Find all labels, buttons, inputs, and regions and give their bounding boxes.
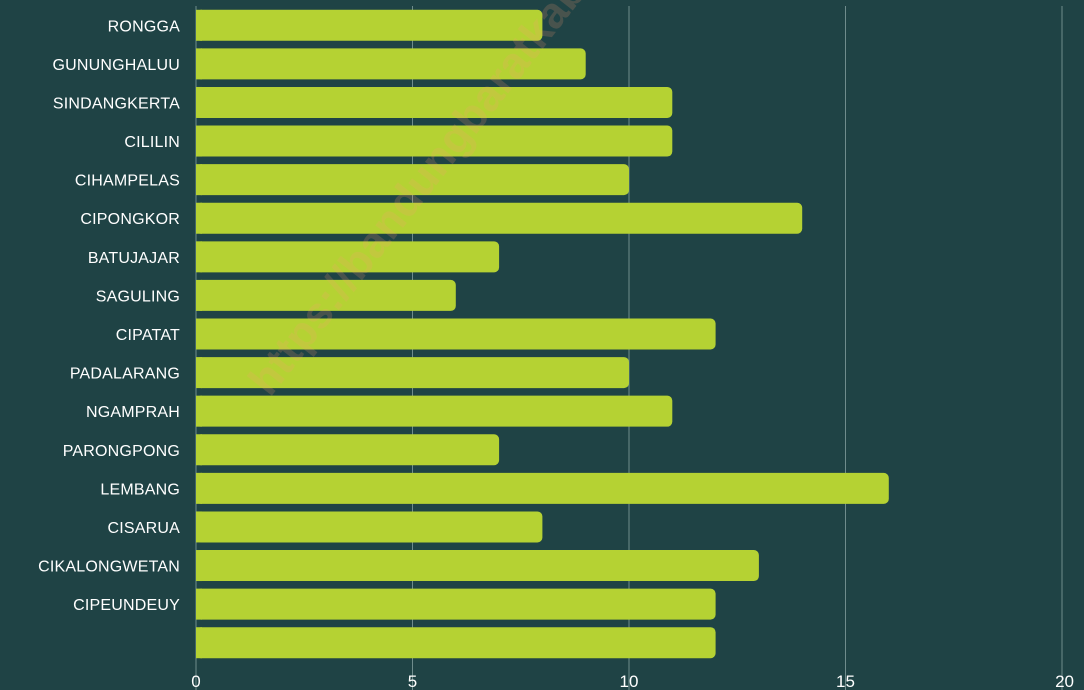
bar-base <box>196 318 202 350</box>
category-label: RONGGA <box>108 18 180 35</box>
bar-base <box>196 202 202 234</box>
category-label: BATUJAJAR <box>88 250 180 267</box>
bar-cipongkor <box>196 202 803 234</box>
bar-saguling <box>196 279 456 311</box>
bar-cililin <box>196 125 673 157</box>
bar-rongga <box>196 9 543 41</box>
x-tick-label: 10 <box>620 672 639 690</box>
x-tick-labels: 0 5 10 15 20 <box>191 672 1074 690</box>
category-label: CILILIN <box>124 134 180 151</box>
category-label: LEMBANG <box>100 481 180 498</box>
category-label: SINDANGKERTA <box>53 95 180 112</box>
category-label: CIPONGKOR <box>80 211 180 228</box>
bar-base <box>196 86 202 118</box>
bar-gununghaluu <box>196 48 586 80</box>
bar-batujajar <box>196 241 500 273</box>
category-label: PARONGPONG <box>63 443 180 460</box>
x-tick-label: 15 <box>836 672 855 690</box>
bar-base <box>196 434 202 466</box>
category-labels: RONGGA GUNUNGHALUU SINDANGKERTA CILILIN CIHA… <box>38 18 180 614</box>
category-label: CIHAMPELAS <box>75 173 180 190</box>
bar-base <box>196 279 202 311</box>
bar-parongpong <box>196 434 500 466</box>
bar-base <box>196 627 202 659</box>
bar-base <box>196 9 202 41</box>
bars <box>196 9 889 659</box>
category-label: CIPATAT <box>116 327 180 344</box>
bar-cikalongwetan <box>196 550 759 582</box>
x-tick-label: 20 <box>1055 672 1074 690</box>
bar-base <box>196 472 202 504</box>
bar-base <box>196 588 202 620</box>
bar-ngamprah <box>196 395 673 427</box>
category-label: CISARUA <box>107 520 180 537</box>
bar-padalarang <box>196 357 629 389</box>
bar-cisarua <box>196 511 543 543</box>
x-tick-label: 0 <box>191 672 200 690</box>
bar-base <box>196 164 202 196</box>
x-tick-label: 5 <box>408 672 417 690</box>
bar-base <box>196 357 202 389</box>
bar-base <box>196 550 202 582</box>
category-label: CIKALONGWETAN <box>38 559 180 576</box>
bar-base <box>196 125 202 157</box>
bar-base <box>196 241 202 273</box>
bar-base <box>196 48 202 80</box>
category-label: NGAMPRAH <box>86 404 180 421</box>
bar-cipeundeuy <box>196 588 716 620</box>
category-label: SAGULING <box>96 288 180 305</box>
bar-cipatat <box>196 318 716 350</box>
bar-base <box>196 511 202 543</box>
bar-unlabeled <box>196 627 716 659</box>
category-label: CIPEUNDEUY <box>73 597 180 614</box>
category-label: GUNUNGHALUU <box>52 57 180 74</box>
bar-base <box>196 395 202 427</box>
bar-lembang <box>196 472 889 504</box>
bar-cihampelas <box>196 164 629 196</box>
bar-sindangkerta <box>196 86 673 118</box>
category-label: PADALARANG <box>70 366 180 383</box>
